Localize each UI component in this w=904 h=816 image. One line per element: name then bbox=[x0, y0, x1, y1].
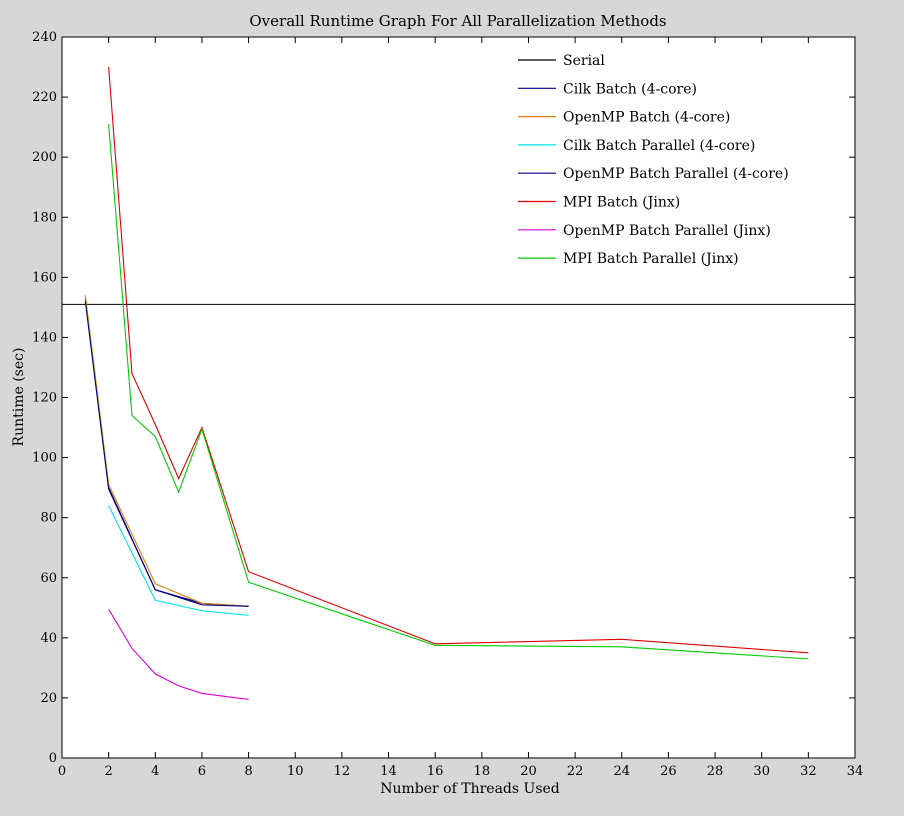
y-tick-label: 40 bbox=[40, 631, 57, 646]
x-tick-label: 24 bbox=[613, 764, 630, 779]
axis-ticks: 0 2 4 6 8 10 12 14 16 18 20 22 24 26 28 30 32 34020406080… bbox=[32, 30, 863, 779]
x-tick-label: 30 bbox=[753, 764, 770, 779]
y-tick-label: 240 bbox=[32, 30, 57, 45]
legend-label-3: Cilk Batch Parallel (4-core) bbox=[563, 138, 755, 154]
series-line-3 bbox=[108, 505, 249, 616]
y-tick-label: 220 bbox=[32, 90, 57, 105]
x-tick-label: 28 bbox=[707, 764, 724, 779]
x-tick-label: 6 bbox=[198, 764, 206, 779]
plot-area bbox=[61, 36, 856, 759]
series-group bbox=[62, 66, 855, 700]
legend-label-1: Cilk Batch (4-core) bbox=[563, 81, 697, 97]
x-tick-label: 14 bbox=[380, 764, 397, 779]
y-tick-label: 80 bbox=[40, 511, 57, 526]
y-tick-label: 20 bbox=[40, 691, 57, 706]
x-tick-label: 8 bbox=[244, 764, 252, 779]
x-tick-label: 26 bbox=[660, 764, 677, 779]
y-tick-label: 140 bbox=[32, 330, 57, 345]
x-tick-label: 18 bbox=[474, 764, 491, 779]
y-tick-label: 120 bbox=[32, 391, 57, 406]
legend-label-5: MPI Batch (Jinx) bbox=[563, 195, 680, 211]
legend-label-6: OpenMP Batch Parallel (Jinx) bbox=[563, 223, 771, 239]
y-tick-label: 0 bbox=[49, 751, 57, 766]
y-tick-label: 180 bbox=[32, 210, 57, 225]
x-tick-label: 12 bbox=[334, 764, 351, 779]
x-tick-label: 4 bbox=[151, 764, 159, 779]
x-tick-label: 20 bbox=[520, 764, 537, 779]
series-line-2 bbox=[84, 295, 249, 607]
chart-title: Overall Runtime Graph For All Paralleliz… bbox=[249, 12, 666, 30]
legend-label-0: Serial bbox=[563, 53, 605, 69]
y-tick-label: 160 bbox=[32, 270, 57, 285]
x-tick-label: 16 bbox=[427, 764, 444, 779]
series-line-6 bbox=[108, 609, 249, 700]
y-tick-label: 200 bbox=[32, 150, 57, 165]
legend-label-4: OpenMP Batch Parallel (4-core) bbox=[563, 166, 789, 182]
x-tick-label: 22 bbox=[567, 764, 584, 779]
x-tick-label: 0 bbox=[58, 764, 66, 779]
y-tick-label: 60 bbox=[40, 571, 57, 586]
x-axis-label: Number of Threads Used bbox=[380, 781, 560, 797]
x-tick-label: 32 bbox=[800, 764, 817, 779]
y-tick-label: 100 bbox=[32, 451, 57, 466]
y-axis-label: Runtime (sec) bbox=[11, 348, 27, 447]
x-tick-label: 2 bbox=[105, 764, 113, 779]
legend-label-7: MPI Batch Parallel (Jinx) bbox=[563, 251, 739, 267]
x-tick-label: 10 bbox=[287, 764, 304, 779]
series-line-7 bbox=[108, 124, 809, 660]
legend: Serial Cilk Batch (4-core) OpenMP Batch (4… bbox=[518, 53, 789, 267]
x-tick-label: 34 bbox=[847, 764, 864, 779]
series-line-4 bbox=[84, 301, 249, 607]
legend-label-2: OpenMP Batch (4-core) bbox=[563, 110, 730, 126]
